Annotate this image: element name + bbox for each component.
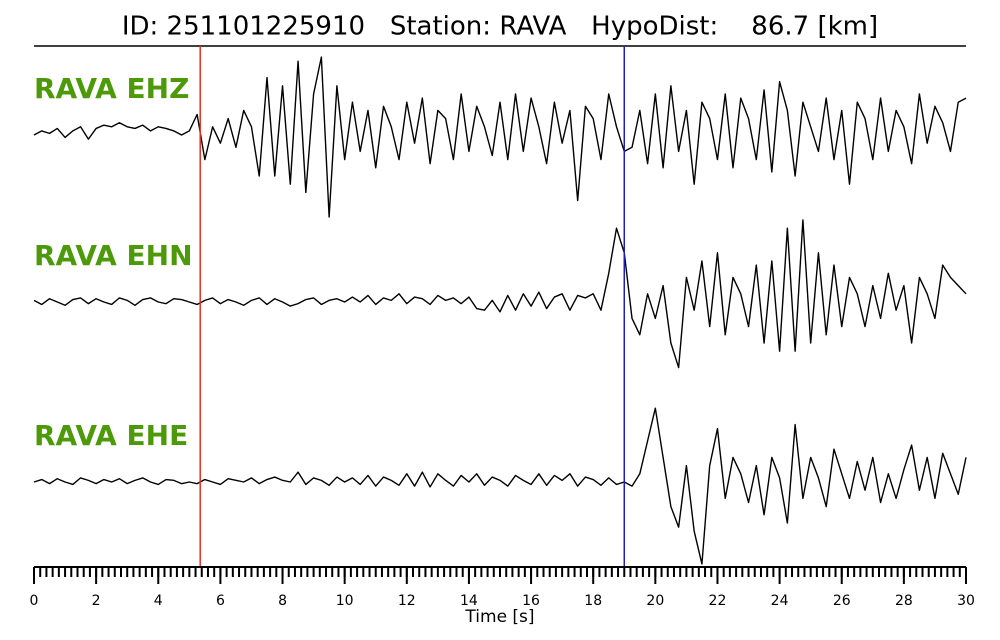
x-tick-label: 26	[833, 593, 851, 609]
x-tick-label: 20	[646, 593, 664, 609]
x-tick-label: 12	[398, 593, 416, 609]
x-tick-label: 22	[709, 593, 727, 609]
x-tick-label: 16	[522, 593, 540, 609]
chart-title: ID: 251101225910 Station: RAVA HypoDist:…	[122, 12, 878, 42]
trace	[33, 407, 967, 565]
x-tick-label: 28	[895, 593, 913, 609]
x-tick-label: 30	[957, 593, 975, 609]
x-tick-label: 10	[336, 593, 354, 609]
trace-label: RAVA EHZ	[34, 72, 189, 105]
trace	[33, 219, 967, 369]
x-tick-label: 0	[30, 593, 39, 609]
trace	[33, 56, 967, 218]
x-tick-label: 4	[154, 593, 163, 609]
x-tick-label: 14	[460, 593, 478, 609]
x-tick-label: 24	[771, 593, 789, 609]
x-tick-label: 18	[584, 593, 602, 609]
trace-label: RAVA EHN	[34, 239, 193, 272]
x-tick-label: 6	[216, 593, 225, 609]
x-tick-label: 8	[278, 593, 287, 609]
trace-label: RAVA EHE	[34, 419, 188, 452]
x-tick-label: 2	[92, 593, 101, 609]
x-axis-label: Time [s]	[464, 607, 534, 627]
